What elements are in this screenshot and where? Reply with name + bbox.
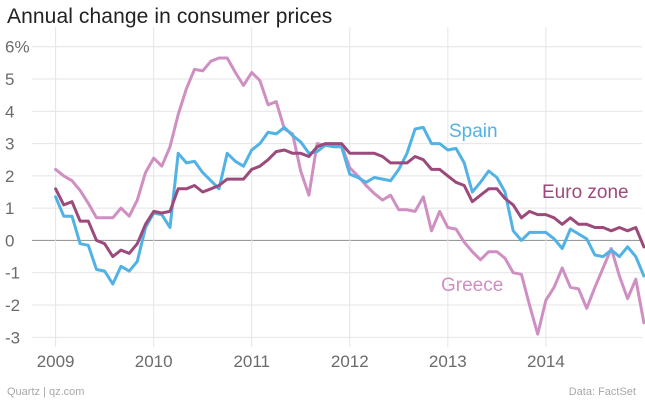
- y-tick-label: 5: [5, 70, 14, 89]
- series-line-euro-zone: [54, 142, 645, 259]
- y-tick-label: 3: [5, 135, 14, 154]
- x-tick-label: 2011: [233, 352, 270, 371]
- series-label-spain: Spain: [449, 121, 498, 142]
- y-tick-label: 1: [5, 199, 14, 218]
- y-tick-label: 6%: [5, 38, 30, 57]
- y-tick-label: 2: [5, 167, 14, 186]
- x-tick-label: 2012: [331, 352, 369, 371]
- x-tick-label: 2010: [135, 352, 173, 371]
- x-axis-ticks: 2009 2010 2011 2012 2013 2014: [37, 352, 565, 371]
- series-labels: Greece Spain Euro zone: [441, 121, 629, 296]
- chart-title: Annual change in consumer prices: [7, 5, 333, 28]
- y-tick-label: 4: [5, 102, 14, 121]
- y-tick-label: -1: [5, 264, 20, 283]
- data-source: Data: FactSet: [568, 386, 636, 398]
- series-label-greece: Greece: [441, 275, 503, 296]
- series-lines: [54, 56, 645, 336]
- series-label-euro-zone: Euro zone: [542, 182, 629, 203]
- y-tick-label: -2: [5, 296, 20, 315]
- x-tick-label: 2013: [429, 352, 467, 371]
- x-tick-label: 2014: [527, 352, 565, 371]
- source-credit: Quartz | qz.com: [7, 386, 85, 398]
- y-tick-label: -3: [5, 328, 20, 347]
- x-tick-label: 2009: [37, 352, 75, 371]
- y-axis-ticks: 6% 5 4 3 2 1 0 -1 -2 -3: [5, 38, 30, 348]
- series-line-greece: [54, 56, 645, 336]
- y-tick-label: 0: [5, 231, 14, 250]
